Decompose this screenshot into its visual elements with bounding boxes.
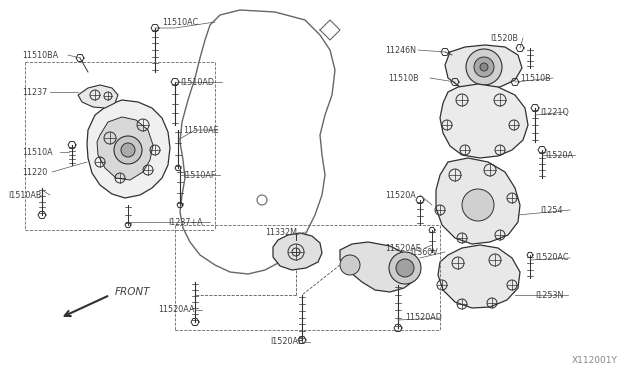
- Text: 11520AD: 11520AD: [405, 314, 442, 323]
- Text: 11520AA: 11520AA: [158, 305, 195, 314]
- Circle shape: [396, 259, 414, 277]
- Text: I1520AB: I1520AB: [270, 337, 303, 346]
- Text: I1360V: I1360V: [410, 247, 438, 257]
- Text: I1510AB: I1510AB: [8, 190, 42, 199]
- Polygon shape: [273, 233, 322, 270]
- Text: 11332M: 11332M: [265, 228, 297, 237]
- Polygon shape: [440, 84, 528, 158]
- Text: 11520A: 11520A: [385, 190, 416, 199]
- Circle shape: [474, 57, 494, 77]
- Text: 11237: 11237: [22, 87, 47, 96]
- Text: 11510B: 11510B: [388, 74, 419, 83]
- Polygon shape: [438, 245, 520, 308]
- Circle shape: [389, 252, 421, 284]
- Text: I1253N: I1253N: [535, 291, 563, 299]
- Text: 11220: 11220: [22, 167, 47, 176]
- Text: I1520AC: I1520AC: [535, 253, 568, 263]
- Polygon shape: [87, 100, 170, 198]
- Text: X112001Y: X112001Y: [572, 356, 618, 365]
- Text: I1510AF: I1510AF: [183, 170, 216, 180]
- Polygon shape: [436, 158, 520, 244]
- Text: 11510BA: 11510BA: [22, 51, 58, 60]
- Text: I1520B: I1520B: [490, 33, 518, 42]
- Text: 11510AE: 11510AE: [183, 125, 219, 135]
- Text: 11510AC: 11510AC: [162, 17, 198, 26]
- Text: 11510B: 11510B: [520, 74, 550, 83]
- Text: I1237+A: I1237+A: [168, 218, 203, 227]
- Text: FRONT: FRONT: [115, 287, 150, 297]
- Text: I1510AD: I1510AD: [180, 77, 214, 87]
- Circle shape: [121, 143, 135, 157]
- Circle shape: [462, 189, 494, 221]
- Polygon shape: [97, 117, 153, 180]
- Text: I1221Q: I1221Q: [540, 108, 569, 116]
- Text: 11246N: 11246N: [385, 45, 416, 55]
- Circle shape: [466, 49, 502, 85]
- Polygon shape: [78, 85, 118, 108]
- Circle shape: [480, 63, 488, 71]
- Circle shape: [340, 255, 360, 275]
- Polygon shape: [340, 242, 418, 292]
- Text: I1520A: I1520A: [545, 151, 573, 160]
- Text: 11510A: 11510A: [22, 148, 52, 157]
- Text: 11520AE: 11520AE: [385, 244, 420, 253]
- Polygon shape: [445, 45, 522, 90]
- Circle shape: [114, 136, 142, 164]
- Text: I1254: I1254: [540, 205, 563, 215]
